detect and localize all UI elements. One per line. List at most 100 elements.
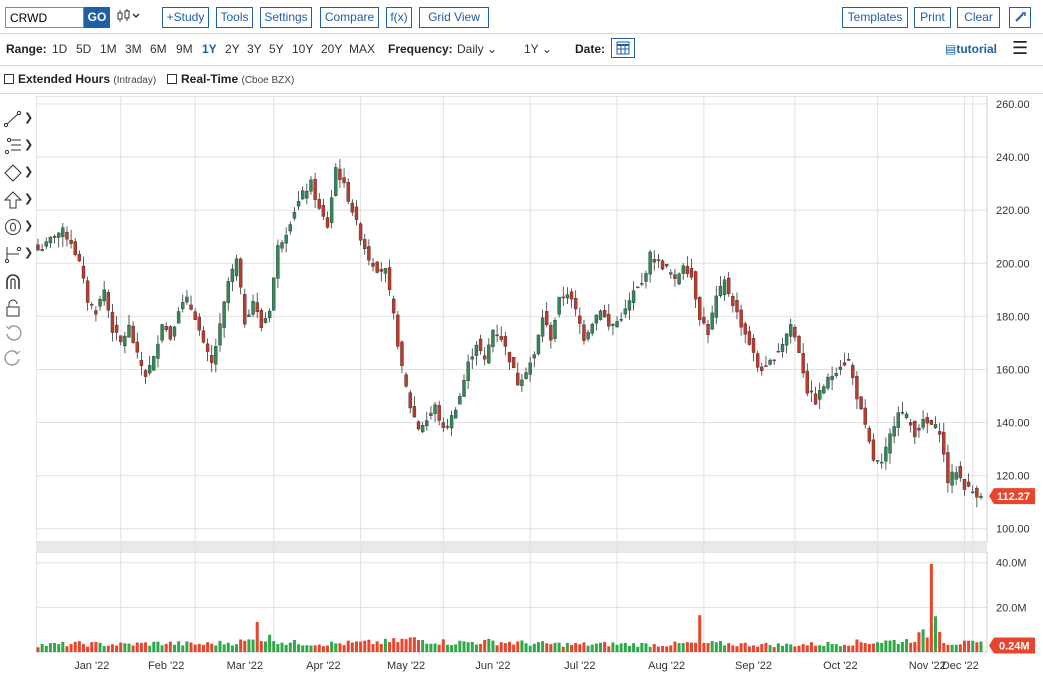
volume-bar: [292, 639, 296, 652]
candle-body: [669, 272, 673, 275]
time-tick-label: Nov '22: [909, 660, 946, 672]
volume-bar: [115, 645, 119, 652]
tutorial-link[interactable]: ▤tutorial: [945, 42, 997, 56]
settings-button[interactable]: Settings: [260, 7, 312, 28]
candle-body: [784, 333, 789, 346]
volume-bar: [739, 643, 743, 652]
range-1d[interactable]: 1D: [52, 42, 68, 56]
annotation-tool[interactable]: ❯: [2, 216, 33, 238]
candle-body: [933, 424, 938, 429]
range-9m[interactable]: 9M: [176, 42, 193, 56]
candle-body: [780, 344, 785, 352]
compare-button[interactable]: Compare: [320, 7, 379, 28]
pencil-icon: [1015, 12, 1026, 22]
volume-bar: [429, 643, 433, 652]
volume-bar: [503, 643, 507, 652]
range-5d[interactable]: 5D: [76, 42, 92, 56]
range-1y[interactable]: 1Y: [202, 42, 217, 56]
extended-hours-checkbox[interactable]: [4, 74, 14, 84]
redo-button[interactable]: [2, 347, 32, 369]
candle-body: [946, 452, 950, 484]
price-chart[interactable]: 100.00 120.00 140.00 160.00 180.00 200.00 220.…: [36, 96, 1043, 680]
candle-body: [503, 335, 508, 347]
candle-body: [48, 236, 53, 244]
go-button[interactable]: GO: [84, 7, 110, 28]
frequency-select[interactable]: Daily ⌄: [457, 42, 497, 56]
candle-body: [950, 471, 954, 486]
chevron-right-icon: ❯: [24, 166, 34, 178]
shape-tool[interactable]: ❯: [2, 162, 34, 184]
time-tick-label: Oct '22: [823, 660, 858, 672]
range-max[interactable]: MAX: [349, 42, 376, 56]
range-20y[interactable]: 20Y: [321, 42, 343, 56]
volume-bar: [950, 644, 954, 652]
calendar-button[interactable]: [611, 38, 635, 58]
volume-bar: [805, 645, 809, 652]
function-button[interactable]: f(x): [386, 7, 412, 28]
magnet-tool[interactable]: [2, 270, 32, 292]
candle-body: [354, 206, 359, 220]
volume-bar: [934, 616, 938, 652]
volume-bar: [222, 644, 226, 652]
clear-button[interactable]: Clear: [957, 7, 1000, 28]
volume-bar: [144, 642, 148, 652]
chart-type-selector[interactable]: [116, 8, 142, 27]
volume-bar: [338, 643, 342, 652]
symbol-input[interactable]: [5, 7, 84, 28]
volume-bar: [685, 642, 689, 652]
range-3y[interactable]: 3Y: [247, 42, 262, 56]
tools-button[interactable]: Tools: [216, 7, 253, 28]
candle-body: [375, 261, 379, 273]
candle-body: [168, 326, 173, 340]
candle-body: [247, 314, 251, 317]
period-select[interactable]: 1Y ⌄: [524, 42, 552, 56]
candle-body: [822, 386, 826, 394]
volume-bar: [905, 639, 909, 652]
candle-body: [586, 332, 590, 340]
lock-tool[interactable]: [2, 297, 32, 319]
volume-bar: [474, 644, 478, 652]
candle-body: [813, 393, 818, 405]
range-5y[interactable]: 5Y: [269, 42, 284, 56]
volume-bar: [967, 640, 971, 652]
expand-button[interactable]: [1009, 7, 1031, 28]
candle-body: [817, 390, 822, 400]
price-tick-label: 160.00: [996, 364, 1030, 376]
volume-bar: [652, 643, 656, 652]
candle-body: [193, 311, 197, 320]
range-3m[interactable]: 3M: [125, 42, 142, 56]
undo-button[interactable]: [2, 322, 32, 344]
volume-bar: [876, 642, 880, 652]
candle-body: [226, 281, 230, 303]
real-time-checkbox[interactable]: [167, 74, 177, 84]
chevron-right-icon: ❯: [24, 247, 34, 259]
trendline-tool[interactable]: ❯: [2, 108, 33, 130]
candle-body: [971, 491, 975, 494]
print-button[interactable]: Print: [914, 7, 951, 28]
grid-view-button[interactable]: Grid View: [419, 7, 489, 28]
volume-bar: [110, 644, 114, 652]
arrow-tool[interactable]: ❯: [2, 189, 33, 211]
candle-body: [958, 465, 963, 479]
templates-button[interactable]: Templates: [842, 7, 908, 28]
range-1m[interactable]: 1M: [100, 42, 117, 56]
menu-icon[interactable]: ☰: [1012, 38, 1029, 58]
measure-tool[interactable]: ❯: [2, 243, 34, 265]
fibonacci-icon: [4, 137, 21, 155]
candle-body: [549, 324, 553, 341]
range-6m[interactable]: 6M: [150, 42, 167, 56]
volume-bar: [665, 646, 669, 652]
volume-bar: [938, 631, 942, 652]
volume-bar: [764, 642, 768, 652]
range-2y[interactable]: 2Y: [225, 42, 240, 56]
candle-body: [238, 258, 243, 288]
candle-body: [110, 311, 115, 333]
volume-bar: [201, 644, 205, 652]
add-study-button[interactable]: +Study: [162, 7, 209, 28]
fibonacci-tool[interactable]: ❯: [2, 135, 33, 157]
last-volume-tag: [989, 637, 1035, 654]
candle-body: [706, 324, 710, 335]
time-tick-label: Jul '22: [564, 660, 595, 672]
range-10y[interactable]: 10Y: [292, 42, 314, 56]
volume-bar: [172, 644, 176, 652]
